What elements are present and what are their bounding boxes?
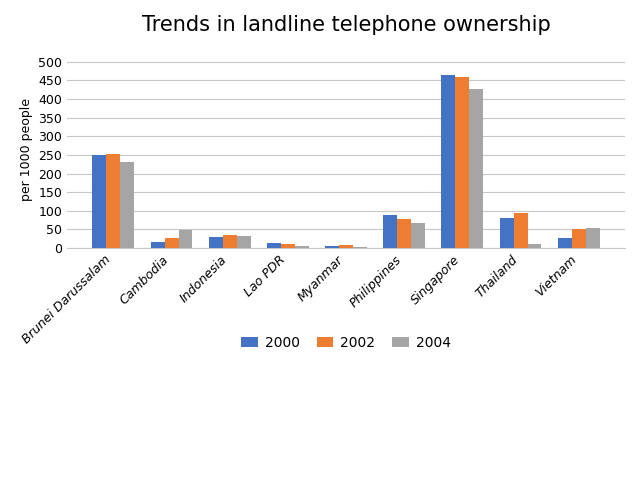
Bar <box>442 75 456 248</box>
Bar <box>513 213 527 248</box>
Title: Trends in landline telephone ownership: Trends in landline telephone ownership <box>141 15 550 35</box>
Bar <box>325 245 339 248</box>
Bar <box>339 245 353 248</box>
Bar <box>353 247 367 248</box>
Bar <box>92 155 106 248</box>
Bar <box>586 227 600 248</box>
Bar <box>397 219 411 248</box>
Bar <box>223 235 237 248</box>
Bar <box>558 238 572 248</box>
Bar <box>164 238 179 248</box>
Bar <box>106 154 120 248</box>
Bar <box>527 244 541 248</box>
Bar <box>120 162 134 248</box>
Bar <box>237 236 251 248</box>
Y-axis label: per 1000 people: per 1000 people <box>20 98 33 201</box>
Bar <box>411 223 425 248</box>
Bar <box>383 215 397 248</box>
Bar <box>295 246 309 248</box>
Bar <box>267 243 281 248</box>
Bar <box>209 237 223 248</box>
Bar <box>179 230 193 248</box>
Legend: 2000, 2002, 2004: 2000, 2002, 2004 <box>236 330 456 355</box>
Bar <box>150 242 164 248</box>
Bar <box>572 229 586 248</box>
Bar <box>500 218 513 248</box>
Bar <box>456 77 469 248</box>
Bar <box>281 244 295 248</box>
Bar <box>469 89 483 248</box>
